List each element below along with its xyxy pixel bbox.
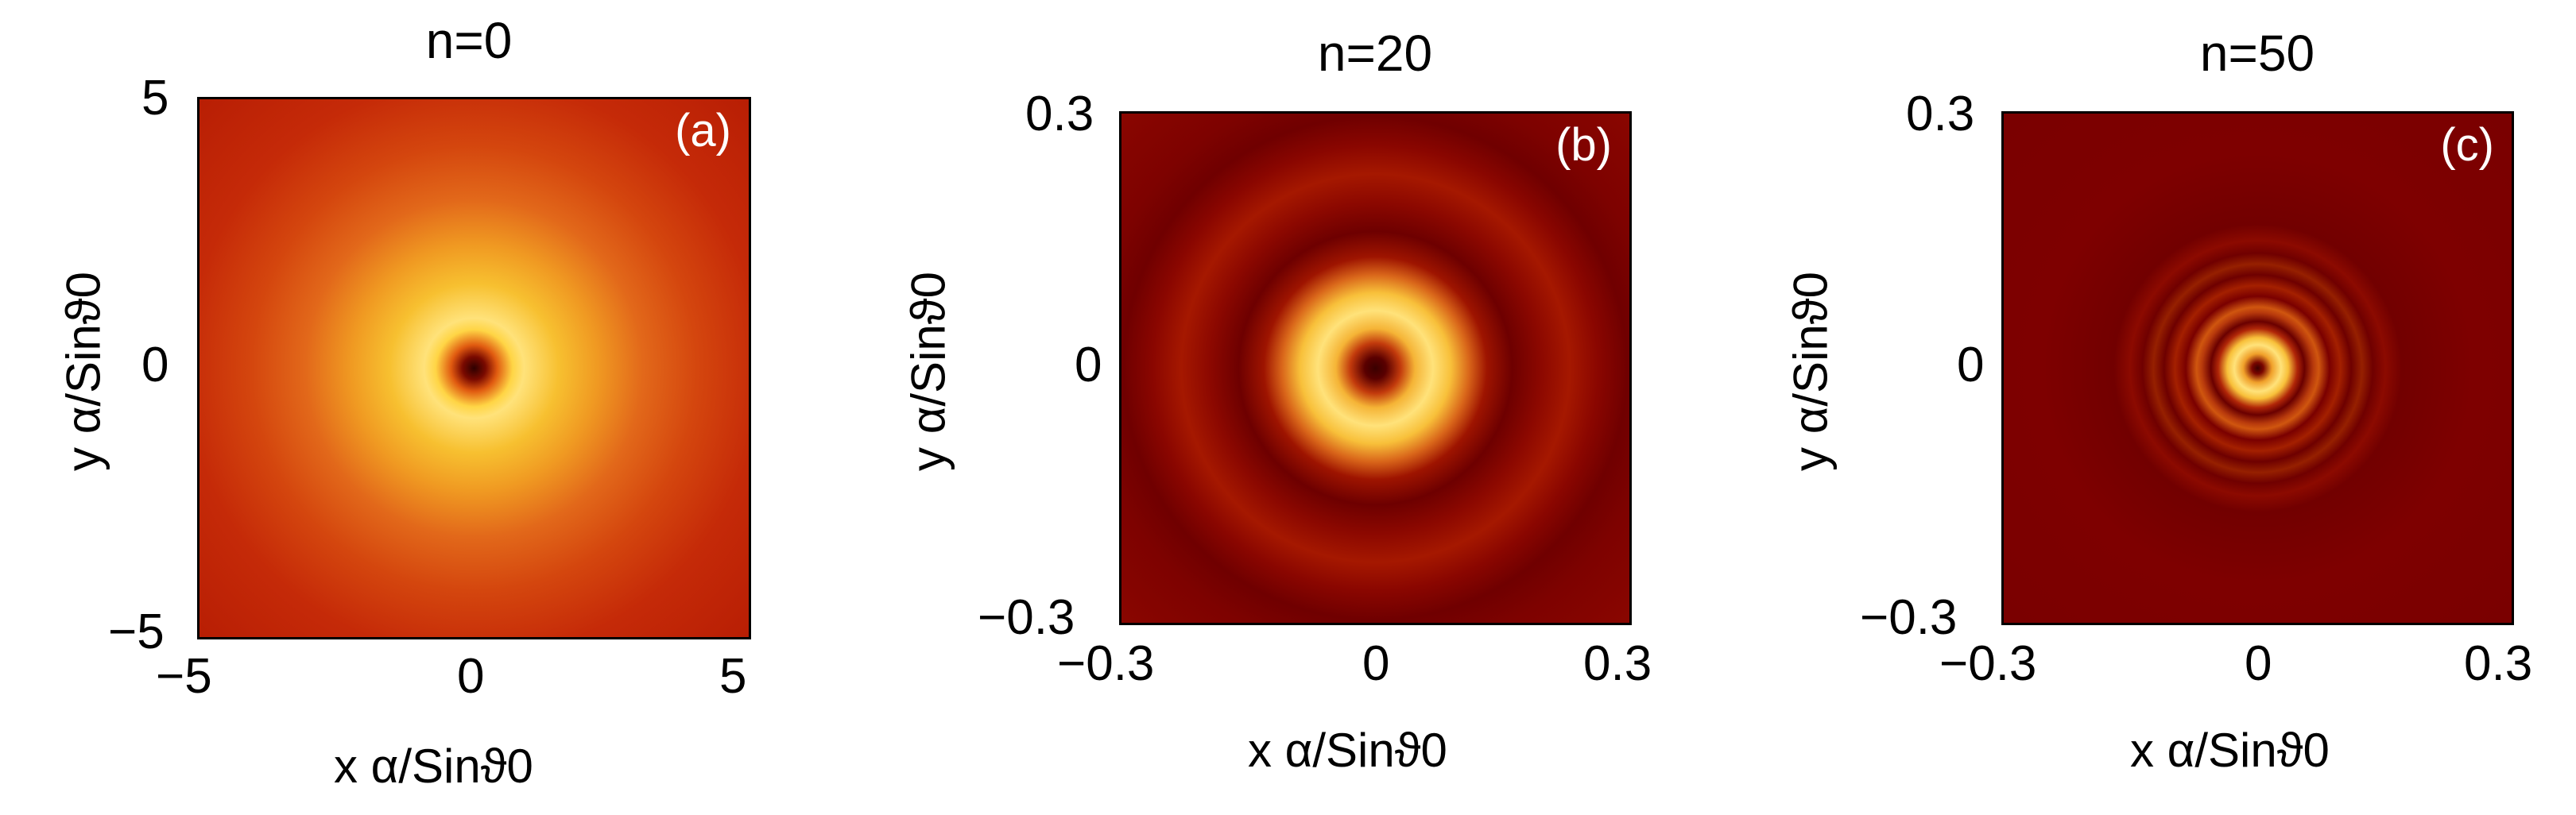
- panel-c-label: (c): [2440, 119, 2494, 171]
- panel-c-xtick-left: −0.3: [1939, 636, 2037, 691]
- panel-b-ytick-top: 0.3: [1025, 87, 1094, 141]
- panel-b-ylabel: y α/Sinϑ0: [901, 245, 956, 499]
- panel-c-ylabel: y α/Sinϑ0: [1784, 245, 1838, 499]
- panel-b-label: (b): [1555, 119, 1612, 171]
- panel-a-xtick-right: 5: [719, 649, 747, 704]
- panel-b-heatmap: [1121, 114, 1629, 623]
- panel-c-xlabel-text: x α/Sinϑ0: [2130, 724, 2330, 777]
- panel-a-ylabel: y α/Sinϑ0: [56, 245, 111, 499]
- panel-b-xlabel-text: x α/Sinϑ0: [1248, 724, 1447, 777]
- panel-b-ylabel-text: y α/Sinϑ0: [901, 272, 955, 471]
- panel-b-ytick-mid: 0: [1075, 338, 1102, 392]
- panel-c-xlabel: x α/Sinϑ0: [2130, 723, 2330, 778]
- panel-c-heatmap: [2004, 114, 2512, 623]
- panel-a-ylabel-text: y α/Sinϑ0: [56, 272, 110, 471]
- panel-a-xtick-left: −5: [156, 649, 212, 704]
- panel-a-xtick-mid: 0: [457, 649, 485, 704]
- panel-c-xtick-right: 0.3: [2464, 636, 2533, 691]
- panel-c-title: n=50: [2199, 25, 2315, 82]
- panel-b-xtick-right: 0.3: [1583, 636, 1652, 691]
- panel-b-xtick-left: −0.3: [1057, 636, 1155, 691]
- panel-b-title: n=20: [1317, 25, 1433, 82]
- panel-a-title: n=0: [425, 12, 513, 69]
- panel-a-plot-area: (a): [197, 97, 751, 639]
- panel-a-heatmap: [199, 99, 749, 637]
- panel-a-label: (a): [675, 105, 731, 156]
- panel-a-xlabel-text: x α/Sinϑ0: [334, 740, 533, 793]
- panel-a-ytick-top: 5: [141, 71, 169, 126]
- panel-c-ytick-bottom: −0.3: [1860, 590, 1958, 645]
- panel-c-plot-area: (c): [2001, 111, 2514, 625]
- panel-a-ytick-mid: 0: [141, 338, 169, 392]
- panel-b-xtick-mid: 0: [1362, 636, 1390, 691]
- panel-a-xlabel: x α/Sinϑ0: [334, 739, 533, 794]
- panel-a-ytick-bottom: −5: [108, 604, 165, 659]
- panel-c-ylabel-text: y α/Sinϑ0: [1784, 272, 1838, 471]
- panel-b-ytick-bottom: −0.3: [978, 590, 1075, 645]
- panel-c-ytick-top: 0.3: [1906, 87, 1975, 141]
- panel-c-ytick-mid: 0: [1957, 338, 1985, 392]
- panel-c-xtick-mid: 0: [2245, 636, 2272, 691]
- panel-b-plot-area: (b): [1119, 111, 1632, 625]
- panel-b-xlabel: x α/Sinϑ0: [1248, 723, 1447, 778]
